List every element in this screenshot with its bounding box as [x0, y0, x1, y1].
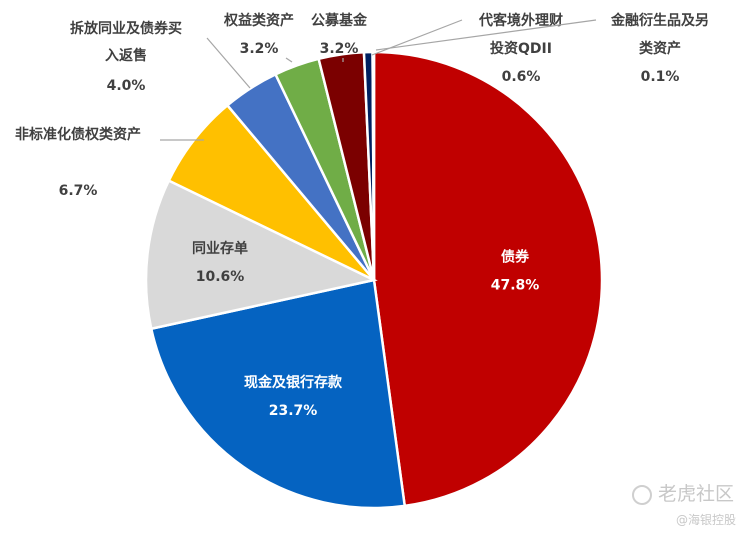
slice-value-label-1-1: 23.7% [269, 403, 318, 419]
watermark-main-text: 老虎社区 [657, 483, 734, 505]
leader-line-8 [375, 19, 597, 51]
leader-line-4 [206, 37, 251, 89]
slice-0 [372, 50, 604, 508]
slice-label-1-0: 现金及银行存款 [244, 374, 343, 391]
slice-value-label-5-1: 3.2% [240, 41, 279, 57]
slice-label-6-0: 公募基金 [311, 12, 368, 29]
watermark-sub: @海银控股 [675, 513, 736, 527]
slice-label-7-0: 代客境外理财 [478, 12, 563, 29]
slice-label-4-1: 入返售 [105, 47, 147, 64]
slice-value-label-4-2: 4.0% [107, 78, 146, 94]
slice-label-0-0: 债券 [501, 248, 530, 265]
slice-value-label-3-2: 6.7% [59, 183, 98, 199]
slice-label-5-0: 权益类资产 [223, 12, 294, 29]
leader-line-5 [285, 57, 293, 63]
slice-label-4-0: 拆放同业及债券买 [70, 20, 182, 37]
slice-8 [371, 50, 376, 281]
slice-label-8-0: 金融衍生品及另 [610, 12, 709, 29]
slice-value-label-7-2: 0.6% [502, 69, 541, 85]
slice-label-8-1: 类资产 [639, 40, 681, 57]
slice-1 [149, 278, 407, 510]
slice-value-label-6-1: 3.2% [320, 41, 359, 57]
slice-value-label-8-2: 0.1% [641, 69, 680, 85]
watermark-main: 老虎社区 [631, 479, 734, 506]
slice-label-7-1: 投资QDII [490, 40, 552, 57]
slice-value-label-2-1: 10.6% [196, 269, 245, 285]
watermark-logo-icon [631, 484, 652, 505]
slice-2 [144, 178, 378, 331]
slice-label-3-0: 非标准化债权类资产 [15, 126, 141, 143]
slice-label-2-0: 同业存单 [192, 240, 248, 257]
slice-value-label-0-1: 47.8% [491, 277, 540, 293]
leader-line-7 [371, 19, 463, 56]
